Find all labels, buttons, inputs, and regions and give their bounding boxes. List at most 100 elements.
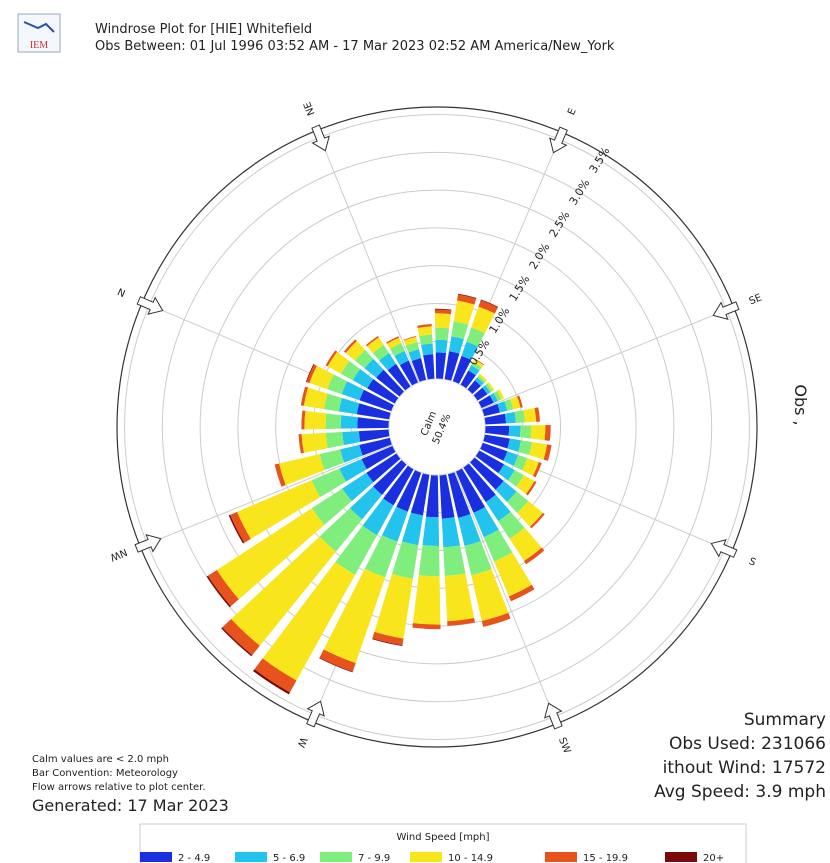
bar-segment [452,355,472,385]
bar-segment [435,313,451,329]
bar-segment [338,397,360,415]
bar-segment [517,395,523,408]
bar-segment [422,516,440,547]
bar-segment [342,472,374,502]
bar-segment [359,389,395,412]
direction-label: S [747,556,757,569]
bar-segment [471,361,482,371]
bar-segment [362,498,394,536]
bar-segment [412,575,441,625]
bar-segment [327,351,350,374]
bar-segment [304,410,327,430]
flow-arrow [306,700,325,728]
r-tick-label: 3.5% [587,145,613,176]
bar-segment [206,575,231,608]
bar-segment [405,341,420,353]
flow-arrow [712,301,740,320]
bar-segment [453,300,475,325]
bar-segment [237,480,321,539]
bar-segment [305,364,315,383]
bar-segment [435,327,450,341]
bar-segment [498,511,525,539]
bar-segment [526,481,537,496]
bar-segment [401,512,423,546]
bar-segment [374,574,413,639]
bar-segment [485,383,493,393]
bar-segment [367,379,399,404]
direction-label: E [566,107,579,117]
bar-segment [311,468,346,498]
bar-segment [364,535,398,578]
windrose: Calm50.4%0.5%1.0%1.5%2.0%2.5%3.0%3.5%NNE… [108,100,810,755]
bar-segment [481,612,511,627]
bar-segment [485,494,511,522]
bar-segment [325,431,344,449]
bar-segment [386,336,400,344]
bar-segment [399,360,419,386]
bar-segment [392,541,419,579]
bar-segment [509,527,542,562]
bar-segment [461,341,479,360]
bar-segment [455,468,486,513]
flow-arrow [134,534,162,553]
bar-segment [434,309,452,315]
bar-segment [394,350,409,366]
flow-arrow [710,539,738,558]
bar-segment [352,369,374,389]
summary-title: Summary [744,710,826,730]
bar-segment [417,323,432,328]
bar-segment [357,417,390,429]
bar-segment [517,500,544,527]
bar-segment [508,425,521,438]
bar-segment [366,453,401,483]
bar-segment [449,336,464,354]
bar-segment [439,474,455,519]
note: Flow arrows relative to plot center. [32,782,206,793]
bar-segment [396,469,422,512]
legend-label: 10 - 14.9 [448,853,493,863]
logo: IEM [17,13,61,53]
header-title: Windrose Plot for [HIE] Whitefield [95,22,312,37]
grid-spoke [481,306,734,410]
bar-segment [341,381,364,401]
bar-segment [403,336,417,341]
grid-spoke [316,130,420,383]
bar-segment [498,464,515,481]
grid-spoke [454,471,558,724]
bar-segment [372,638,403,647]
legend-swatch [665,852,697,862]
r-tick-label: 3.0% [567,177,593,208]
bar-segment [423,354,435,380]
bar-segment [444,351,460,382]
bar-segment [484,425,510,436]
bar-segment [340,415,358,429]
bar-segment [372,344,390,361]
legend-label: 7 - 9.9 [358,853,390,863]
bar-segment [493,390,502,402]
bar-segment [345,341,366,361]
bar-segment [467,380,481,395]
bar-segment [534,407,541,422]
bar-segment [408,349,422,362]
legend-label: 20+ [703,853,724,863]
bar-segment [323,568,386,664]
bar-segment [254,658,297,693]
bar-segment [301,432,328,453]
bar-segment [335,525,378,575]
logo-line [23,21,55,33]
bar-segment [478,300,498,314]
flow-arrow [136,296,164,315]
bar-segment [435,339,448,354]
bar-segment [231,536,336,646]
bar-segment [230,511,251,543]
bar-segment [474,358,485,366]
bar-segment [376,369,405,397]
bar-segment [543,444,552,461]
bar-segment [482,385,491,395]
bar-segment [403,336,418,346]
bar-segment [504,411,516,424]
generated: Generated: 17 Mar 2023 [32,796,229,815]
summary-line: Obs Used: 231066 [669,734,826,754]
bar-segment [306,364,317,384]
